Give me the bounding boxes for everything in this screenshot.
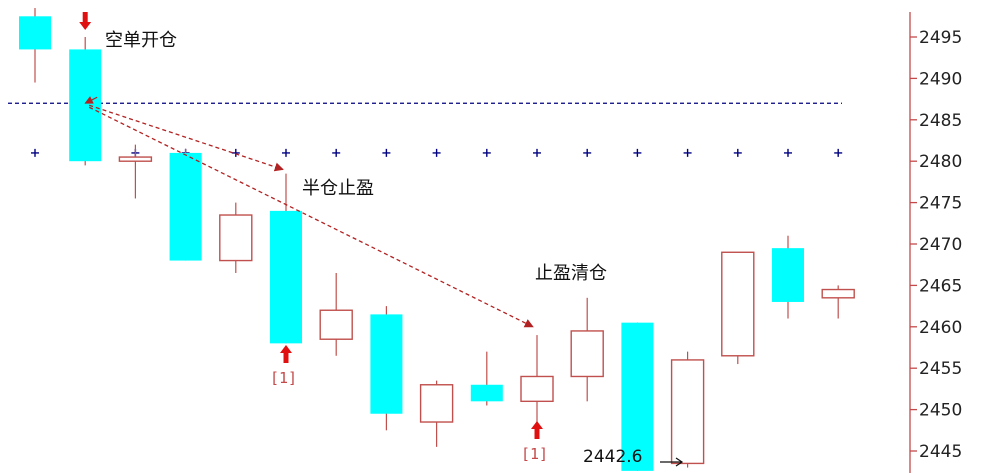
cross-marker	[433, 149, 441, 157]
candle-body-up	[320, 310, 352, 339]
exit-up-arrow	[531, 421, 543, 439]
y-tick-label: 2495	[919, 28, 962, 48]
candle	[722, 252, 754, 364]
signal-label-2: [1]	[521, 445, 548, 463]
exit-up-arrow	[280, 345, 292, 363]
candle-body-up	[119, 157, 151, 161]
candle-body-down	[772, 248, 804, 302]
min-price-label: 2442.6	[583, 447, 642, 467]
candle-body-up	[220, 215, 252, 261]
cross-marker	[684, 149, 692, 157]
cross-marker	[282, 149, 290, 157]
y-tick-label: 2450	[919, 401, 962, 421]
entry-down-arrow	[79, 12, 91, 30]
candle	[471, 352, 503, 406]
candle	[220, 203, 252, 273]
candle-body-up	[421, 385, 453, 422]
y-tick-label: 2475	[919, 194, 962, 214]
candle	[320, 273, 352, 356]
candle	[69, 37, 101, 165]
candle-body-down	[270, 211, 302, 343]
candle-body-down	[19, 16, 51, 49]
candle-body-down	[69, 49, 101, 161]
cross-marker	[583, 149, 591, 157]
candle	[772, 236, 804, 319]
candle-body-down	[471, 385, 503, 402]
y-tick-label: 2455	[919, 359, 962, 379]
y-tick-label: 2480	[919, 152, 962, 172]
candle	[822, 285, 854, 318]
cross-marker	[734, 149, 742, 157]
y-tick-label: 2460	[919, 318, 962, 338]
cross-marker	[633, 149, 641, 157]
y-tick-label: 2465	[919, 276, 962, 296]
cross-marker	[332, 149, 340, 157]
cross-marker	[533, 149, 541, 157]
candle-body-up	[672, 360, 704, 464]
candle-body-up	[822, 290, 854, 298]
y-tick-label: 2485	[919, 111, 962, 131]
y-axis: 2445 2450 2455 2460 2465 2470 2475 2480 2485 2490…	[910, 12, 962, 473]
candle	[672, 352, 704, 468]
cross-marker	[483, 149, 491, 157]
signal-label-1: [1]	[270, 369, 297, 387]
candle-body-up	[571, 331, 603, 377]
candle	[19, 8, 51, 83]
candle	[521, 335, 553, 422]
candle-body-up	[521, 376, 553, 401]
candle	[119, 145, 151, 199]
annotation-half-take-profit: 半仓止盈	[302, 178, 374, 199]
annotation-open-short: 空单开仓	[105, 30, 177, 51]
candles-group	[19, 8, 854, 471]
candle-body-down	[170, 153, 202, 261]
cross-marker-row	[31, 149, 842, 157]
candle	[571, 298, 603, 402]
candle	[370, 306, 402, 430]
candle-body-down	[370, 314, 402, 413]
cross-marker	[382, 149, 390, 157]
annotation-close-all: 止盈清仓	[535, 263, 607, 284]
candle	[170, 149, 202, 261]
candle	[270, 174, 302, 344]
cross-marker	[834, 149, 842, 157]
candle	[421, 381, 453, 447]
cross-marker	[784, 149, 792, 157]
cross-marker	[31, 149, 39, 157]
dotted-arrow-to-full-exit	[89, 107, 533, 327]
y-tick-label: 2470	[919, 235, 962, 255]
y-tick-label: 2490	[919, 69, 962, 89]
cross-marker	[232, 149, 240, 157]
candle-body-up	[722, 252, 754, 356]
y-tick-label: 2445	[919, 442, 962, 462]
